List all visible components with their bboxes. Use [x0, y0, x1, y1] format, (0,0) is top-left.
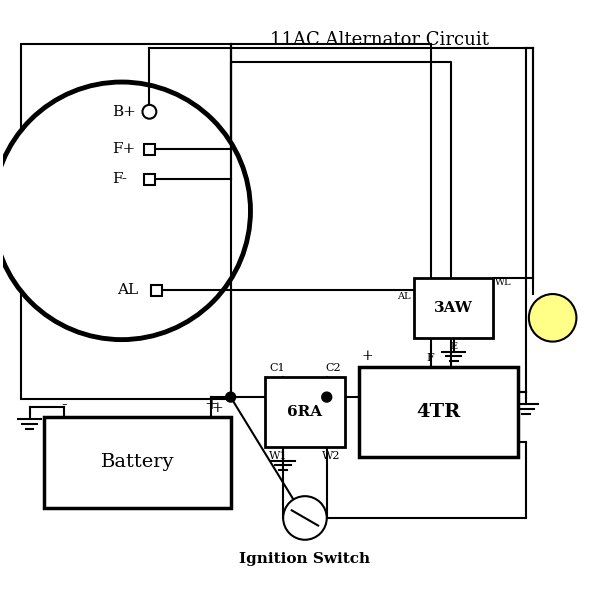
Text: -: -: [449, 349, 454, 364]
Text: AL: AL: [117, 283, 138, 297]
Circle shape: [226, 392, 236, 402]
Circle shape: [322, 392, 332, 402]
Bar: [151, 284, 162, 296]
Text: B+: B+: [112, 105, 136, 119]
Circle shape: [529, 294, 577, 341]
Text: 3AW: 3AW: [434, 301, 473, 315]
Text: +: +: [362, 349, 373, 364]
Text: 4TR: 4TR: [416, 403, 461, 421]
Text: F: F: [427, 353, 434, 364]
Bar: [359, 367, 518, 457]
Text: F-: F-: [112, 172, 127, 186]
Bar: [44, 417, 230, 508]
Text: +: +: [211, 401, 223, 415]
Text: C1: C1: [269, 364, 285, 373]
Text: C2: C2: [325, 364, 341, 373]
Bar: [144, 173, 155, 185]
Circle shape: [0, 82, 250, 340]
Text: 6RA: 6RA: [287, 405, 323, 419]
Text: +: +: [204, 396, 218, 413]
Circle shape: [283, 496, 327, 540]
Text: W1: W1: [269, 451, 288, 461]
Bar: [414, 278, 493, 338]
Bar: [20, 44, 230, 399]
Text: 11AC Alternator Circuit: 11AC Alternator Circuit: [270, 31, 489, 49]
Text: Battery: Battery: [101, 454, 174, 472]
Text: WL: WL: [495, 278, 512, 287]
Text: Ignition Switch: Ignition Switch: [239, 551, 371, 566]
Bar: [144, 144, 155, 155]
Text: F+: F+: [112, 142, 135, 157]
Text: W2: W2: [322, 451, 341, 461]
Text: E: E: [450, 341, 457, 350]
Text: AL: AL: [397, 292, 411, 301]
Text: -: -: [61, 396, 67, 413]
Bar: [265, 377, 344, 446]
Circle shape: [142, 105, 157, 119]
